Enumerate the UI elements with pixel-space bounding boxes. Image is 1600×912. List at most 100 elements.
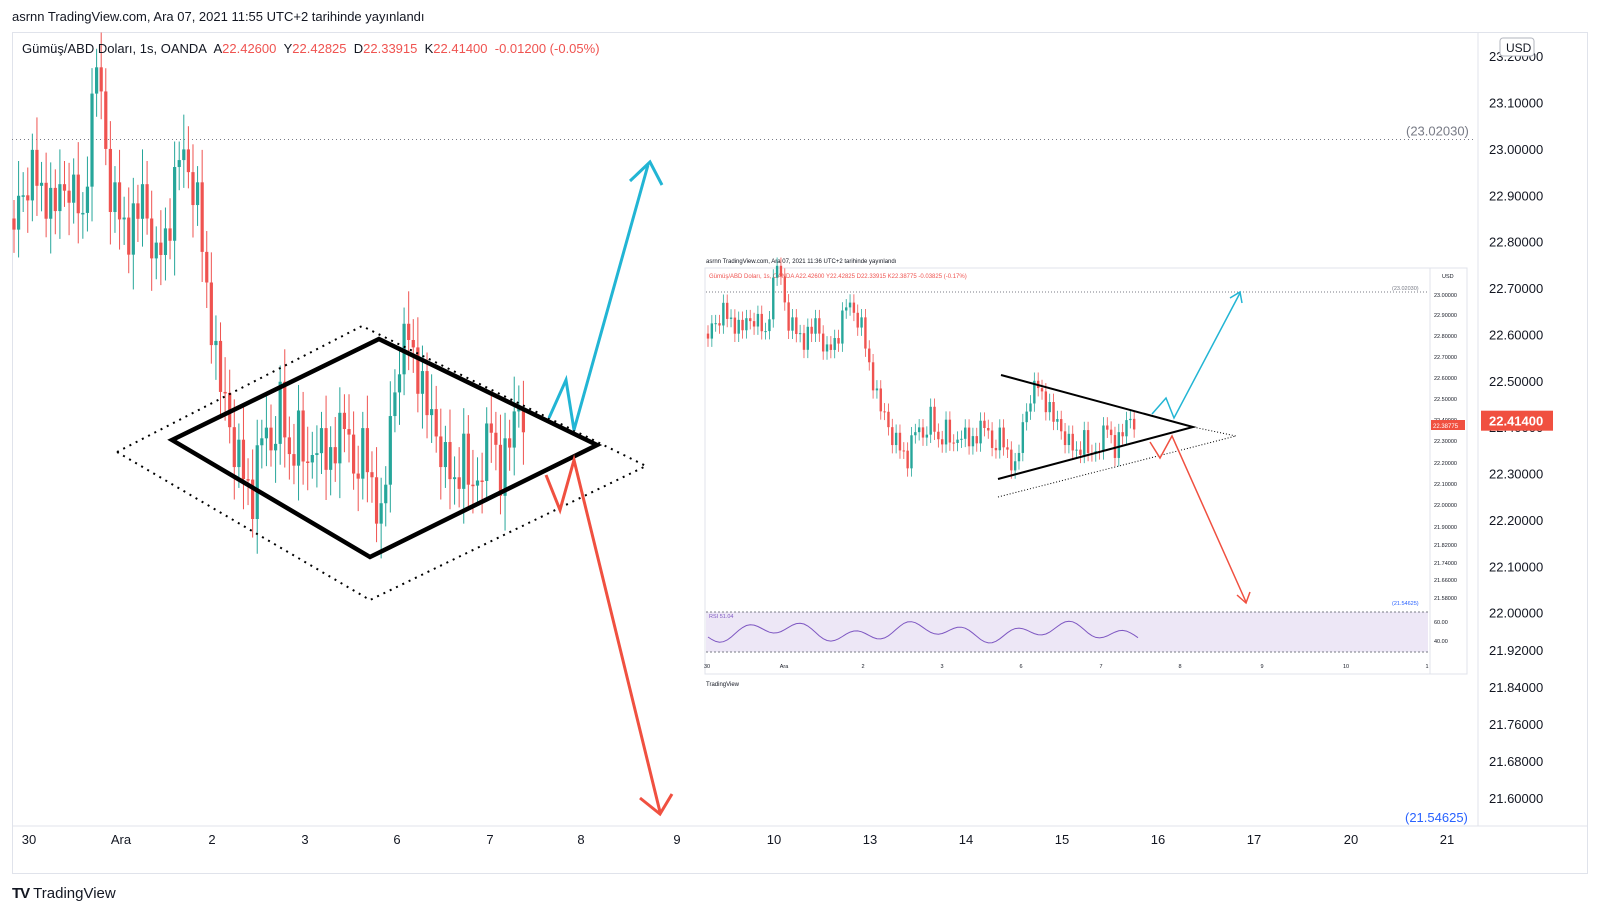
inset-rsi-tick: 60.00	[1434, 620, 1448, 626]
time-tick-label: 6	[393, 832, 400, 847]
inset-time-tick: 2	[861, 664, 864, 670]
inset-candle-body	[1056, 419, 1059, 422]
time-tick-label: 13	[863, 832, 877, 847]
candle-body	[498, 444, 503, 496]
inset-candle-body	[967, 427, 971, 447]
inset-candle-body	[1033, 380, 1036, 404]
inset-candle-body	[737, 319, 740, 334]
inset-price-tick: 22.70000	[1434, 355, 1457, 361]
candle-body	[315, 453, 319, 456]
legend-change: -0.01200 (-0.05%)	[494, 41, 600, 56]
candle-body	[182, 149, 186, 161]
dotted-diamond-pattern	[114, 324, 649, 602]
candle-body	[342, 412, 347, 430]
inset-candle-body	[898, 432, 902, 451]
candle-body	[416, 347, 420, 394]
red-breakdown-arrow	[544, 454, 662, 813]
candle-body	[338, 412, 342, 464]
currency-badge	[1499, 37, 1535, 57]
inset-candle-body	[868, 348, 871, 363]
candle-body	[508, 438, 512, 448]
inset-candle-body	[1121, 432, 1124, 437]
current-price-label: 22.41400	[1489, 414, 1543, 429]
candle-body	[205, 251, 209, 283]
price-tick-label: 21.84000	[1489, 680, 1543, 695]
inset-price-tick: 22.10000	[1434, 482, 1457, 488]
inset-candle-body	[879, 388, 882, 412]
low-marker-label: (21.54625)	[1405, 810, 1468, 825]
candle-body	[223, 391, 227, 394]
inset-candle-body	[1025, 411, 1028, 423]
inset-time-tick: 1	[1425, 664, 1428, 670]
candle-body	[292, 454, 296, 466]
legend-high: 22.42825	[292, 41, 347, 56]
candle-body	[503, 438, 507, 496]
candle-body	[411, 339, 415, 348]
candle-body	[370, 472, 374, 478]
price-tick-label: 22.20000	[1489, 513, 1543, 528]
candle-body	[232, 427, 236, 468]
inset-candle-body	[910, 435, 913, 469]
candle-body	[168, 228, 172, 241]
inset-candle-body	[841, 310, 844, 344]
inset-candle-body	[825, 344, 829, 352]
candle-body	[260, 438, 264, 446]
candle-body	[122, 217, 126, 220]
inset-candle-body	[964, 427, 967, 439]
candle-body	[154, 242, 158, 259]
candle-body	[407, 323, 411, 340]
candle-body	[287, 437, 291, 455]
candle-body	[517, 408, 521, 412]
candle-body	[273, 443, 278, 451]
tradingview-logo-icon: TV	[12, 885, 30, 902]
inset-cyan-arrow	[1151, 292, 1241, 420]
inset-candle-body	[940, 439, 944, 445]
time-tick-label: 15	[1055, 832, 1069, 847]
inset-candle-body	[818, 318, 821, 334]
footer-brand[interactable]: TV TradingView	[12, 885, 116, 902]
inset-candle-body	[994, 447, 998, 451]
candle-body	[494, 432, 498, 445]
inset-low-marker: (21.54625)	[1392, 601, 1419, 607]
inset-candle-body	[729, 317, 733, 319]
time-tick-label: 14	[959, 832, 973, 847]
inset-currency: USD	[1442, 274, 1454, 280]
candle-body	[420, 371, 425, 394]
footer-brand-name: TradingView	[33, 885, 116, 902]
inset-candle-body	[856, 312, 859, 328]
candle-body	[352, 434, 356, 474]
inset-time-tick: 30	[704, 664, 710, 670]
candle-body	[177, 160, 181, 168]
candle-body	[434, 409, 438, 437]
candle-body	[195, 182, 200, 206]
inset-candle-body	[975, 436, 978, 444]
inset-red-arrow	[1149, 434, 1247, 603]
inset-price-tick: 21.58000	[1434, 596, 1457, 602]
inset-candle-body	[768, 319, 771, 332]
inset-candle-body	[1029, 403, 1032, 412]
candle-body	[218, 340, 223, 392]
inset-candle-body	[848, 302, 852, 308]
candle-body	[439, 436, 443, 468]
candle-body	[49, 187, 53, 219]
candle-body	[329, 447, 333, 470]
inset-candle-body	[806, 326, 810, 350]
inset-candle-body	[718, 323, 721, 326]
inset-price-tick: 22.30000	[1434, 439, 1457, 445]
chart-frame[interactable]	[12, 32, 1588, 874]
candle-body	[12, 218, 16, 230]
price-tick-label: 23.00000	[1489, 142, 1543, 157]
inset-candle-body	[814, 318, 817, 334]
price-tick-label: 22.70000	[1489, 281, 1543, 296]
candle-body	[296, 410, 301, 466]
inset-candle-body	[987, 427, 990, 431]
red-arrow-head	[639, 793, 674, 817]
inset-time-tick: 9	[1260, 664, 1263, 670]
currency-label: USD	[1506, 41, 1532, 55]
candle-body	[117, 182, 122, 220]
time-tick-label: 21	[1440, 832, 1454, 847]
candle-body	[301, 410, 305, 462]
time-tick-label: 7	[486, 832, 493, 847]
candle-body	[131, 203, 135, 255]
